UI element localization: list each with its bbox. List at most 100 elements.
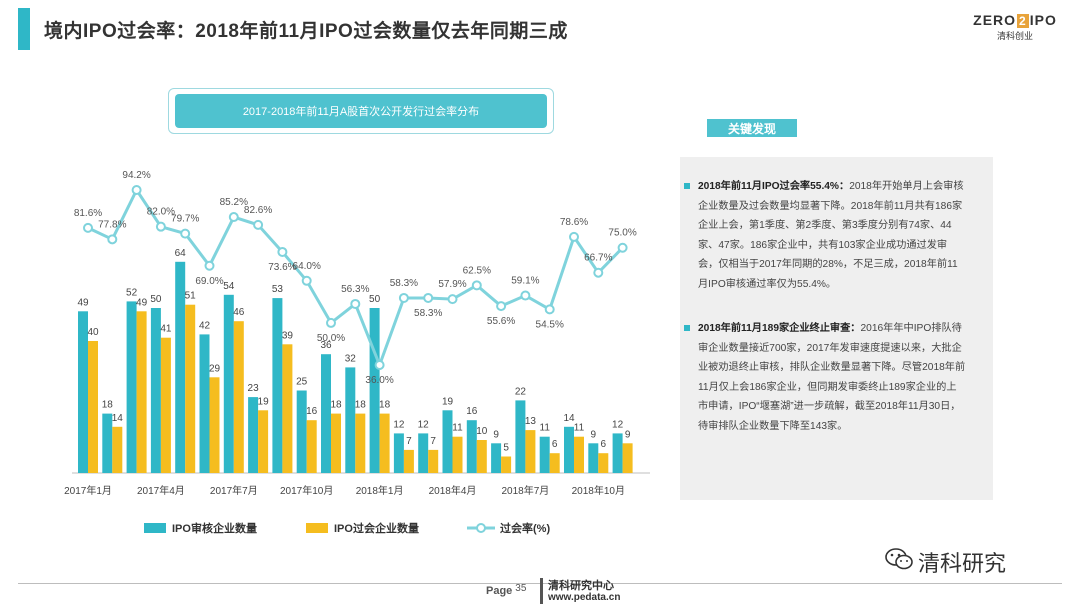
rate-point	[520, 290, 531, 301]
bar-approved	[428, 449, 439, 473]
bar-approved-label: 16	[306, 406, 318, 417]
bar-approved	[452, 436, 463, 473]
rate-point	[496, 301, 507, 312]
bar-approved-label: 29	[209, 363, 221, 374]
legend-label: 过会率(%)	[500, 523, 551, 535]
bar-approved	[306, 420, 317, 473]
bullet-icon	[684, 325, 690, 331]
legend-swatch	[144, 523, 166, 533]
bar-approved	[501, 456, 512, 473]
bar-approved-label: 6	[552, 439, 558, 450]
legend-item-review: IPO审核企业数量	[144, 520, 257, 536]
chart-title: 2017-2018年前11月A股首次公开发行过会率分布	[175, 94, 547, 128]
rate-point	[301, 275, 312, 286]
rate-point	[204, 260, 215, 271]
bar-review-label: 54	[223, 281, 235, 292]
finding-body: 2018年开始单月上会审核企业数量及过会数量均显著下降。2018年前11月共有1…	[698, 181, 964, 290]
finding-item: 2018年前11月189家企业终止审查：2016年年中IPO排队待审企业数量接近…	[684, 319, 966, 437]
bar-review	[199, 334, 210, 473]
rate-label: 79.7%	[171, 214, 199, 225]
rate-label: 94.2%	[122, 170, 150, 181]
bullet-icon	[684, 183, 690, 189]
bar-review	[564, 426, 574, 473]
legend-item-approved: IPO过会企业数量	[306, 520, 419, 536]
bar-review-label: 50	[150, 294, 162, 305]
rate-label: 82.6%	[244, 205, 272, 216]
bar-review-label: 22	[515, 386, 527, 397]
bar-review-label: 19	[442, 396, 454, 407]
bar-approved	[185, 304, 196, 473]
bar-approved	[233, 321, 244, 473]
legend-item-rate: 过会率(%)	[466, 520, 550, 536]
logo: ZERO 2 IPO 清科创业	[972, 12, 1058, 42]
bar-approved-label: 51	[185, 291, 197, 302]
x-tick-label: 2018年4月	[429, 484, 477, 497]
rate-point	[83, 222, 93, 233]
bar-review	[466, 420, 477, 473]
bar-review-label: 25	[296, 377, 308, 388]
rate-label: 64.0%	[293, 261, 321, 272]
bar-review-label: 12	[612, 419, 624, 430]
bar-review	[345, 367, 356, 473]
bar-approved-label: 18	[330, 400, 342, 411]
rate-point	[277, 246, 288, 257]
bar-review-label: 50	[369, 294, 381, 305]
rate-point	[326, 317, 336, 328]
rate-label: 85.2%	[220, 197, 248, 208]
bar-review	[369, 308, 380, 473]
bar-approved	[379, 413, 390, 473]
rate-point	[374, 360, 385, 370]
footer-separator	[540, 578, 543, 604]
rate-label: 58.3%	[390, 278, 418, 289]
x-tick-label: 2017年7月	[210, 484, 258, 497]
bar-review-label: 49	[77, 297, 89, 308]
bar-approved-label: 11	[452, 423, 463, 434]
finding-body: 2016年年中IPO排队待审企业数量接近700家，2017年发审速度提速以来，大…	[698, 323, 966, 432]
rate-point	[350, 298, 361, 309]
bar-review-label: 64	[175, 248, 187, 259]
rate-point	[423, 292, 434, 303]
rate-point	[155, 221, 166, 232]
rate-label: 55.6%	[487, 316, 515, 327]
rate-point	[544, 304, 555, 315]
bar-approved-label: 7	[406, 436, 412, 447]
legend-label: IPO过会企业数量	[334, 523, 419, 535]
bar-approved-label: 13	[525, 416, 537, 427]
rate-label: 82.0%	[147, 207, 175, 218]
bar-approved-label: 10	[476, 426, 488, 437]
bar-approved-label: 9	[625, 429, 631, 440]
footer-url: www.pedata.cn	[548, 592, 621, 603]
bar-approved-label: 14	[112, 413, 124, 424]
bar-review	[296, 390, 307, 473]
logo-subtitle: 清科创业	[996, 31, 1033, 41]
bar-approved-label: 18	[379, 400, 391, 411]
bar-approved	[209, 377, 220, 473]
wechat-icon	[885, 548, 913, 570]
x-tick-label: 2017年4月	[137, 484, 185, 497]
legend-swatch	[306, 523, 328, 533]
rate-point	[471, 280, 482, 291]
bar-review	[612, 433, 623, 473]
bar-review	[126, 301, 137, 473]
rate-point	[593, 267, 604, 278]
rate-label: 62.5%	[463, 265, 491, 276]
bar-review-label: 42	[199, 320, 211, 331]
key-findings-panel: 2018年前11月IPO过会率55.4%：2018年开始单月上会审核企业数量及过…	[680, 157, 993, 500]
logo-wordmark: ZERO 2 IPO	[973, 12, 1057, 28]
rate-point	[447, 294, 458, 305]
rate-label: 36.0%	[365, 375, 393, 386]
bar-review-label: 9	[591, 429, 597, 440]
bar-review	[515, 400, 526, 473]
bar-approved	[331, 413, 341, 473]
x-tick-label: 2018年10月	[572, 484, 625, 497]
legend-label: IPO审核企业数量	[172, 523, 257, 535]
bar-review-label: 36	[320, 340, 332, 351]
x-tick-label: 2017年10月	[280, 484, 333, 497]
bar-approved-label: 40	[87, 327, 99, 338]
rate-label: 69.0%	[195, 276, 223, 287]
rate-label: 50.0%	[317, 333, 345, 344]
wechat-account: 清科研究	[918, 551, 1007, 576]
page-number: Page 35	[486, 583, 527, 597]
bar-approved	[525, 430, 536, 473]
